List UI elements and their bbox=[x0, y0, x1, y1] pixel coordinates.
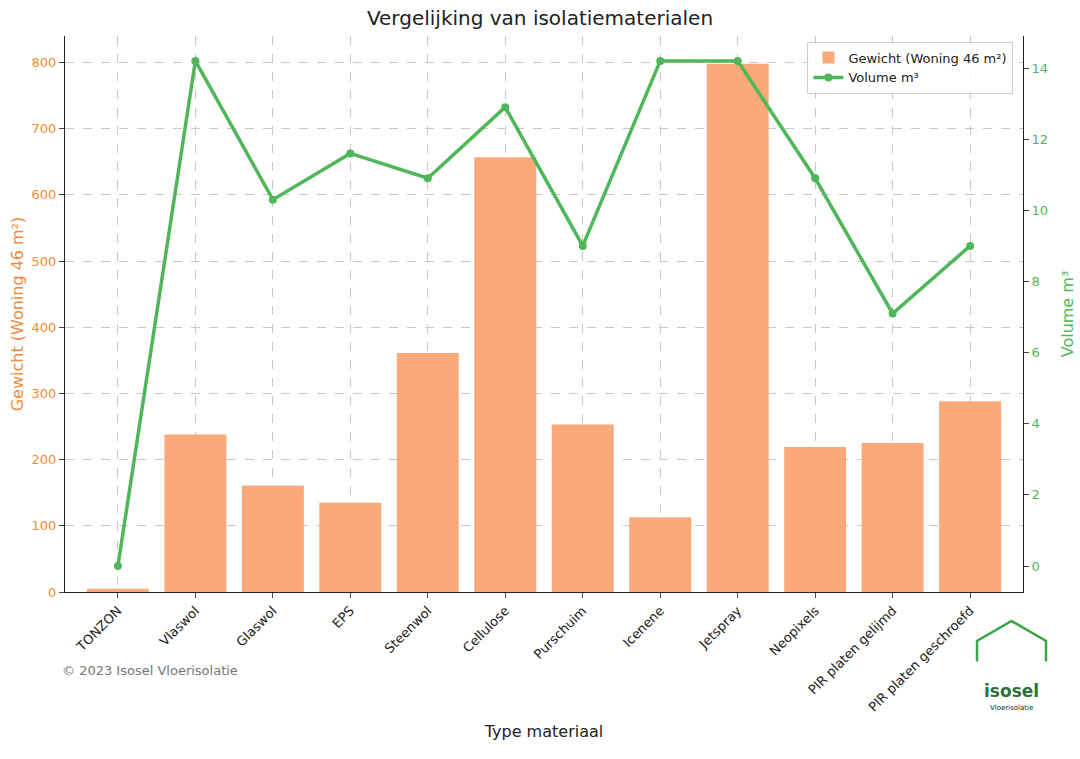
svg-text:© 2023 Isosel Vloerisolatie: © 2023 Isosel Vloerisolatie bbox=[62, 663, 238, 678]
svg-text:Vlaswol: Vlaswol bbox=[157, 603, 203, 649]
svg-text:600: 600 bbox=[32, 187, 57, 202]
svg-text:10: 10 bbox=[1032, 203, 1049, 218]
svg-text:500: 500 bbox=[32, 254, 57, 269]
svg-text:6: 6 bbox=[1032, 345, 1040, 360]
svg-text:700: 700 bbox=[32, 121, 57, 136]
svg-text:EPS: EPS bbox=[329, 603, 357, 631]
svg-text:0: 0 bbox=[1032, 559, 1040, 574]
svg-text:0: 0 bbox=[48, 585, 56, 600]
svg-text:Neopixels: Neopixels bbox=[767, 603, 822, 658]
svg-text:isosel: isosel bbox=[984, 681, 1039, 701]
svg-text:4: 4 bbox=[1032, 416, 1040, 431]
svg-text:Volume m³: Volume m³ bbox=[848, 70, 918, 85]
svg-text:100: 100 bbox=[32, 518, 57, 533]
svg-text:Jetspray: Jetspray bbox=[696, 603, 745, 652]
svg-text:14: 14 bbox=[1032, 61, 1049, 76]
svg-text:Volume m³: Volume m³ bbox=[1058, 271, 1077, 358]
svg-text:8: 8 bbox=[1032, 274, 1040, 289]
svg-text:PIR platen gelijmd: PIR platen gelijmd bbox=[805, 603, 899, 697]
svg-text:Purschuim: Purschuim bbox=[531, 603, 590, 662]
svg-text:300: 300 bbox=[32, 386, 57, 401]
svg-text:Glaswol: Glaswol bbox=[233, 603, 279, 649]
svg-text:Type materiaal: Type materiaal bbox=[484, 722, 603, 741]
svg-text:Cellulose: Cellulose bbox=[460, 603, 512, 655]
svg-text:800: 800 bbox=[32, 55, 57, 70]
svg-text:PIR platen geschroefd: PIR platen geschroefd bbox=[866, 603, 977, 714]
svg-text:Icenene: Icenene bbox=[620, 603, 667, 650]
svg-text:Vergelijking van isolatiemater: Vergelijking van isolatiematerialen bbox=[367, 6, 713, 30]
svg-text:Gewicht (Woning 46 m²): Gewicht (Woning 46 m²) bbox=[8, 217, 27, 412]
svg-text:Gewicht (Woning 46 m²): Gewicht (Woning 46 m²) bbox=[848, 51, 1006, 66]
svg-text:Steenwol: Steenwol bbox=[382, 603, 435, 656]
svg-text:Vloerisolatie: Vloerisolatie bbox=[990, 704, 1033, 712]
svg-text:200: 200 bbox=[32, 452, 57, 467]
svg-text:TONZON: TONZON bbox=[73, 603, 124, 654]
svg-text:12: 12 bbox=[1032, 132, 1049, 147]
svg-text:400: 400 bbox=[32, 320, 57, 335]
svg-text:2: 2 bbox=[1032, 487, 1040, 502]
